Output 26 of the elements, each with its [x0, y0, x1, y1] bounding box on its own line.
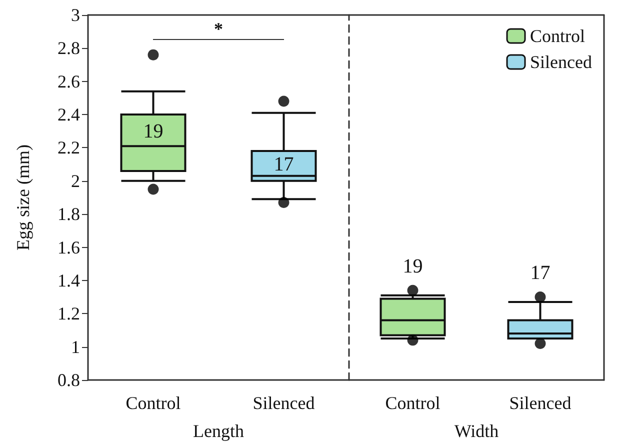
- y-tick-label: 1.4: [58, 270, 80, 290]
- annotation: 17: [274, 153, 294, 176]
- legend-label: Control: [530, 26, 586, 46]
- x-tick-label: Silenced: [509, 393, 572, 413]
- x-tick-label: Control: [385, 393, 440, 413]
- annotation: *: [214, 19, 223, 39]
- y-tick-label: 0.8: [58, 370, 80, 390]
- annotation: 19: [143, 120, 164, 142]
- legend-label: Silenced: [530, 52, 592, 72]
- y-tick-label: 2.2: [58, 138, 80, 158]
- annotation: 19: [402, 255, 423, 278]
- y-tick-label: 3: [71, 5, 80, 25]
- y-tick-label: 1.8: [58, 204, 80, 224]
- y-tick-label: 2.4: [58, 104, 80, 125]
- x-tick-label: Silenced: [252, 393, 315, 413]
- y-tick-label: 2.6: [58, 71, 80, 92]
- y-tick-label: 2.8: [58, 38, 80, 58]
- x-axis-title: Width: [454, 421, 499, 441]
- y-tick-label: 2: [71, 170, 80, 191]
- y-axis-title: Egg size (mm): [13, 144, 33, 250]
- annotation: 17: [530, 262, 550, 284]
- y-tick-label: 1.2: [58, 304, 80, 324]
- x-tick-label: Control: [126, 393, 181, 413]
- y-tick-label: 1: [71, 336, 80, 357]
- x-axis-title: Length: [193, 421, 244, 441]
- y-tick-label: 1.6: [58, 237, 80, 258]
